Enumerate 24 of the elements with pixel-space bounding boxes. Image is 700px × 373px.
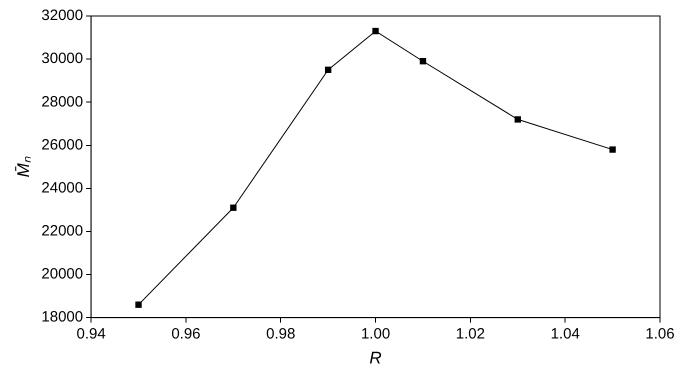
y-tick-label: 26000 [41,136,84,154]
x-tick-label: 1.02 [456,326,485,343]
y-tick-label: 22000 [41,222,84,240]
y-tick-label: 28000 [41,93,84,110]
point [609,146,616,153]
point [420,58,426,64]
point [514,116,521,123]
point [372,28,379,34]
y-axis-title: M̄ₙ [14,156,33,178]
x-tick-label: 0.94 [76,326,106,343]
point [230,204,237,211]
point [135,301,142,308]
y-tick-label: 20000 [41,266,84,283]
x-tick-label: 1.04 [550,326,580,343]
x-tick-label: 0.98 [266,326,296,343]
y-tick-label: 30000 [41,50,84,68]
x-tick-label: 1.00 [360,326,390,343]
y-tick-label: 24000 [41,179,84,196]
y-tick-label: 18000 [41,308,84,326]
y-tick-label: 32000 [41,7,84,24]
x-tick-label: 0.96 [171,326,201,343]
x-tick-label: 1.06 [645,326,675,343]
x-axis-title: R [369,348,382,368]
point [324,66,332,74]
